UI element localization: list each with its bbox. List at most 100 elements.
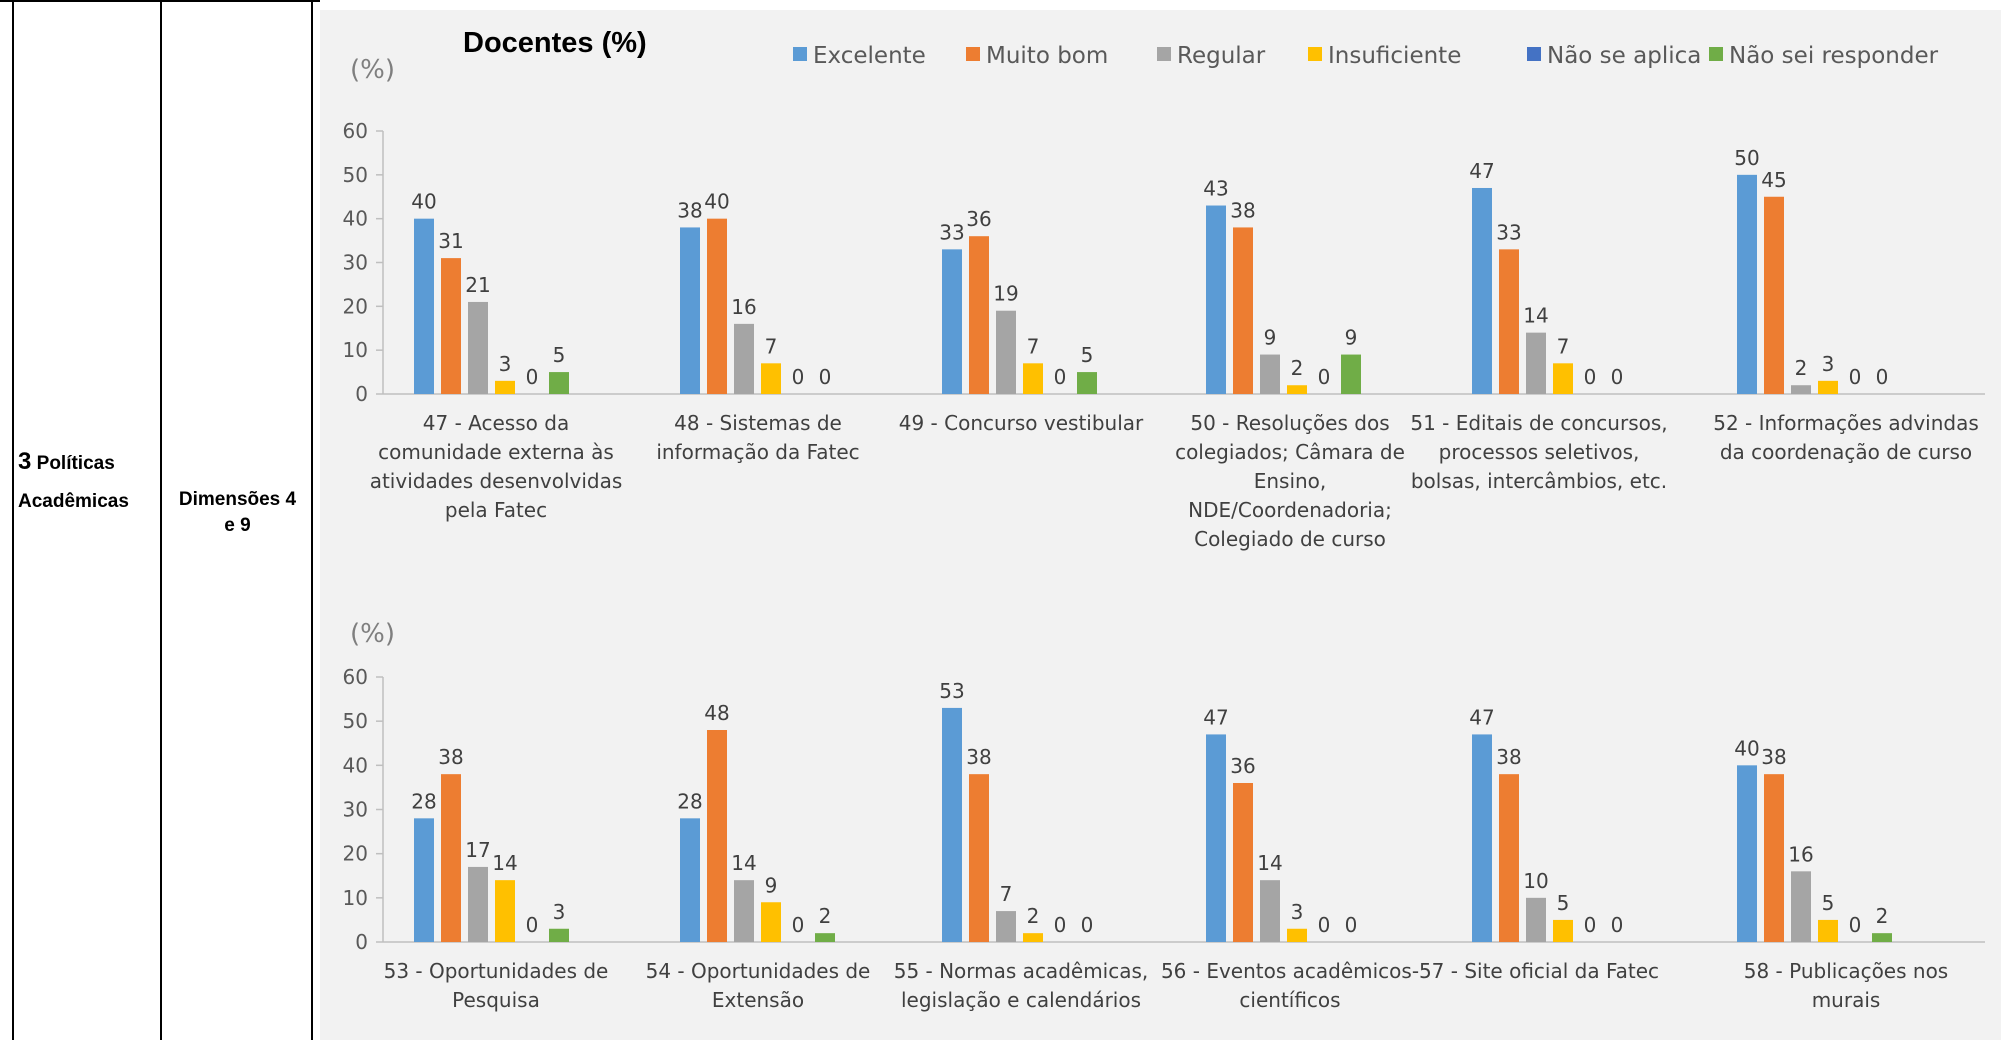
data-label-0-2-1: 36 xyxy=(966,207,991,231)
bar-1-0-2 xyxy=(468,866,488,942)
data-label-1-3-3: 3 xyxy=(1291,900,1304,924)
data-label-0-3-1: 38 xyxy=(1230,198,1255,222)
bar-1-1-3 xyxy=(761,902,781,942)
data-label-1-0-2: 17 xyxy=(465,838,490,862)
dimension-line1: Dimensões 4 xyxy=(178,489,297,510)
bar-0-5-2 xyxy=(1791,385,1811,394)
data-label-1-5-5: 2 xyxy=(1876,904,1889,928)
bar-0-0-5 xyxy=(549,372,569,394)
data-label-1-0-0: 28 xyxy=(411,789,436,813)
category-label-0-4-0: 51 - Editais de concursos, xyxy=(1410,411,1667,435)
data-label-1-1-0: 28 xyxy=(677,789,702,813)
data-label-0-2-2: 19 xyxy=(993,282,1018,306)
data-label-1-3-0: 47 xyxy=(1203,705,1228,729)
y-tick-label-1-40: 40 xyxy=(343,753,368,777)
category-label-0-2-0: 49 - Concurso vestibular xyxy=(899,411,1144,435)
category-label-0-0-1: comunidade externa às xyxy=(378,440,614,464)
y-tick-label-1-10: 10 xyxy=(343,886,368,910)
category-label-0-4-2: bolsas, intercâmbios, etc. xyxy=(1411,469,1667,493)
data-label-1-1-5: 2 xyxy=(819,904,832,928)
data-label-1-2-2: 7 xyxy=(1000,882,1013,906)
bar-0-4-3 xyxy=(1553,363,1573,394)
data-label-1-5-4: 0 xyxy=(1849,913,1862,937)
bar-0-0-0 xyxy=(414,218,434,394)
data-label-0-0-0: 40 xyxy=(411,190,436,214)
data-label-1-4-4: 0 xyxy=(1584,913,1597,937)
data-label-1-3-1: 36 xyxy=(1230,754,1255,778)
legend-swatch-3 xyxy=(1308,47,1322,61)
category-label-0-0-0: 47 - Acesso da xyxy=(423,411,569,435)
category-label-1-4-0: 57 - Site oficial da Fatec xyxy=(1419,959,1659,983)
legend-label-1: Muito bom xyxy=(986,43,1108,69)
data-label-0-3-0: 43 xyxy=(1203,177,1228,201)
bar-1-4-3 xyxy=(1553,919,1573,942)
bar-1-4-2 xyxy=(1526,897,1546,942)
category-label-1-5-1: murais xyxy=(1812,988,1881,1012)
category-label-0-0-2: atividades desenvolvidas xyxy=(370,469,623,493)
y-tick-label-0-0: 0 xyxy=(355,382,368,406)
bar-1-0-1 xyxy=(441,774,461,942)
data-label-0-0-4: 0 xyxy=(526,365,539,389)
bar-0-3-2 xyxy=(1260,354,1280,394)
table-border-top xyxy=(0,0,320,2)
y-axis-label-1: (%) xyxy=(350,619,395,649)
data-label-0-5-4: 0 xyxy=(1849,365,1862,389)
data-label-0-0-5: 5 xyxy=(553,343,566,367)
legend-label-4: Não se aplica xyxy=(1547,43,1701,69)
category-label-0-3-4: Colegiado de curso xyxy=(1194,527,1386,551)
data-label-1-4-0: 47 xyxy=(1469,705,1494,729)
data-label-0-3-2: 9 xyxy=(1264,326,1277,350)
data-label-1-4-3: 5 xyxy=(1557,891,1570,915)
bar-1-3-2 xyxy=(1260,880,1280,942)
category-label-0-0-3: pela Fatec xyxy=(445,498,547,522)
data-label-1-1-4: 0 xyxy=(792,913,805,937)
bar-0-2-3 xyxy=(1023,363,1043,394)
category-label-1-3-1: científicos xyxy=(1239,988,1340,1012)
category-label-1-1-0: 54 - Oportunidades de xyxy=(646,959,871,983)
y-tick-label-0-50: 50 xyxy=(343,163,368,187)
category-label-0-3-3: NDE/Coordenadoria; xyxy=(1188,498,1392,522)
data-label-1-0-4: 0 xyxy=(526,913,539,937)
bar-1-5-2 xyxy=(1791,871,1811,942)
bar-0-0-1 xyxy=(441,258,461,394)
data-label-0-2-4: 0 xyxy=(1054,365,1067,389)
data-label-1-5-0: 40 xyxy=(1734,736,1759,760)
data-label-1-2-4: 0 xyxy=(1054,913,1067,937)
data-label-1-3-5: 0 xyxy=(1345,913,1358,937)
bar-1-1-5 xyxy=(815,933,835,942)
category-label-0-1-1: informação da Fatec xyxy=(656,440,859,464)
table-border-left xyxy=(12,0,14,1040)
data-label-0-5-0: 50 xyxy=(1734,146,1759,170)
bar-0-3-0 xyxy=(1206,205,1226,394)
y-tick-label-0-40: 40 xyxy=(343,207,368,231)
bar-1-1-2 xyxy=(734,880,754,942)
category-label-0-3-0: 50 - Resoluções dos xyxy=(1190,411,1389,435)
y-tick-label-1-20: 20 xyxy=(343,842,368,866)
bar-0-0-2 xyxy=(468,301,488,394)
data-label-0-2-5: 5 xyxy=(1081,343,1094,367)
category-label-1-1-1: Extensão xyxy=(712,988,804,1012)
data-label-0-5-2: 2 xyxy=(1795,356,1808,380)
data-label-1-4-1: 38 xyxy=(1496,745,1521,769)
data-label-0-4-0: 47 xyxy=(1469,159,1494,183)
data-label-1-1-1: 48 xyxy=(704,701,729,725)
category-label-0-3-2: Ensino, xyxy=(1254,469,1327,493)
bar-0-1-2 xyxy=(734,323,754,394)
data-label-0-4-2: 14 xyxy=(1523,304,1548,328)
bar-0-3-3 xyxy=(1287,385,1307,394)
section-label-line1: Políticas xyxy=(36,453,115,474)
legend-label-2: Regular xyxy=(1177,43,1266,69)
y-tick-label-1-0: 0 xyxy=(355,930,368,954)
data-label-1-3-4: 0 xyxy=(1318,913,1331,937)
legend-swatch-5 xyxy=(1709,47,1723,61)
bar-0-0-3 xyxy=(495,380,515,394)
legend: Excelente Muito bom Regular Insuficiente Não… xyxy=(793,43,1939,69)
y-axis-label-0: (%) xyxy=(350,55,395,85)
bar-1-2-1 xyxy=(969,774,989,942)
